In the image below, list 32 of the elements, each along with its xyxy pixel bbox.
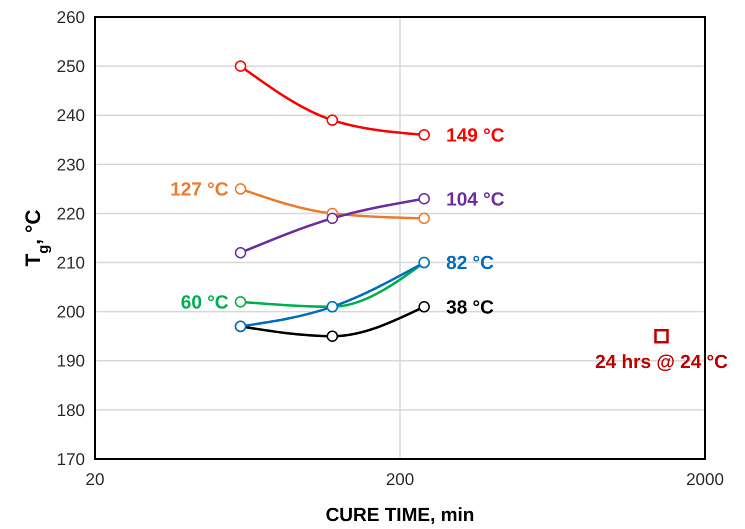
point: [326, 212, 338, 224]
point: [234, 296, 246, 308]
y-tick-label: 170: [56, 450, 85, 469]
y-tick-label: 240: [56, 106, 85, 126]
point: [418, 301, 430, 313]
y-tick-label: 230: [56, 155, 85, 174]
series-label: 60 °C: [180, 292, 229, 314]
y-tick-label: 180: [56, 400, 85, 420]
x-tick-label: 20: [86, 470, 104, 489]
point: [234, 60, 246, 72]
x-axis-title: CURE TIME, min: [326, 505, 474, 526]
x-tick-label: 2000: [686, 470, 724, 489]
point: [418, 192, 430, 204]
series-label: 24 hrs @ 24 °C: [595, 352, 728, 374]
point: [234, 246, 246, 258]
point: [326, 330, 338, 342]
y-tick-label: 250: [56, 57, 85, 76]
point: [418, 129, 430, 141]
series-label: 104 °C: [446, 189, 505, 210]
y-tick-label: 220: [56, 204, 85, 224]
y-tick-label: 200: [56, 302, 85, 322]
x-tick-label: 200: [386, 470, 414, 489]
series-label: 149 °C: [446, 126, 505, 147]
point: [326, 114, 338, 126]
series-label: 82 °C: [446, 253, 494, 274]
y-tick-label: 260: [56, 8, 85, 27]
series-label: 127 °C: [170, 180, 229, 201]
y-tick-label: 190: [56, 352, 85, 371]
point: [418, 212, 430, 224]
y-tick-label: 210: [56, 254, 85, 273]
point: [234, 183, 246, 195]
series-label: 38 °C: [446, 297, 494, 318]
